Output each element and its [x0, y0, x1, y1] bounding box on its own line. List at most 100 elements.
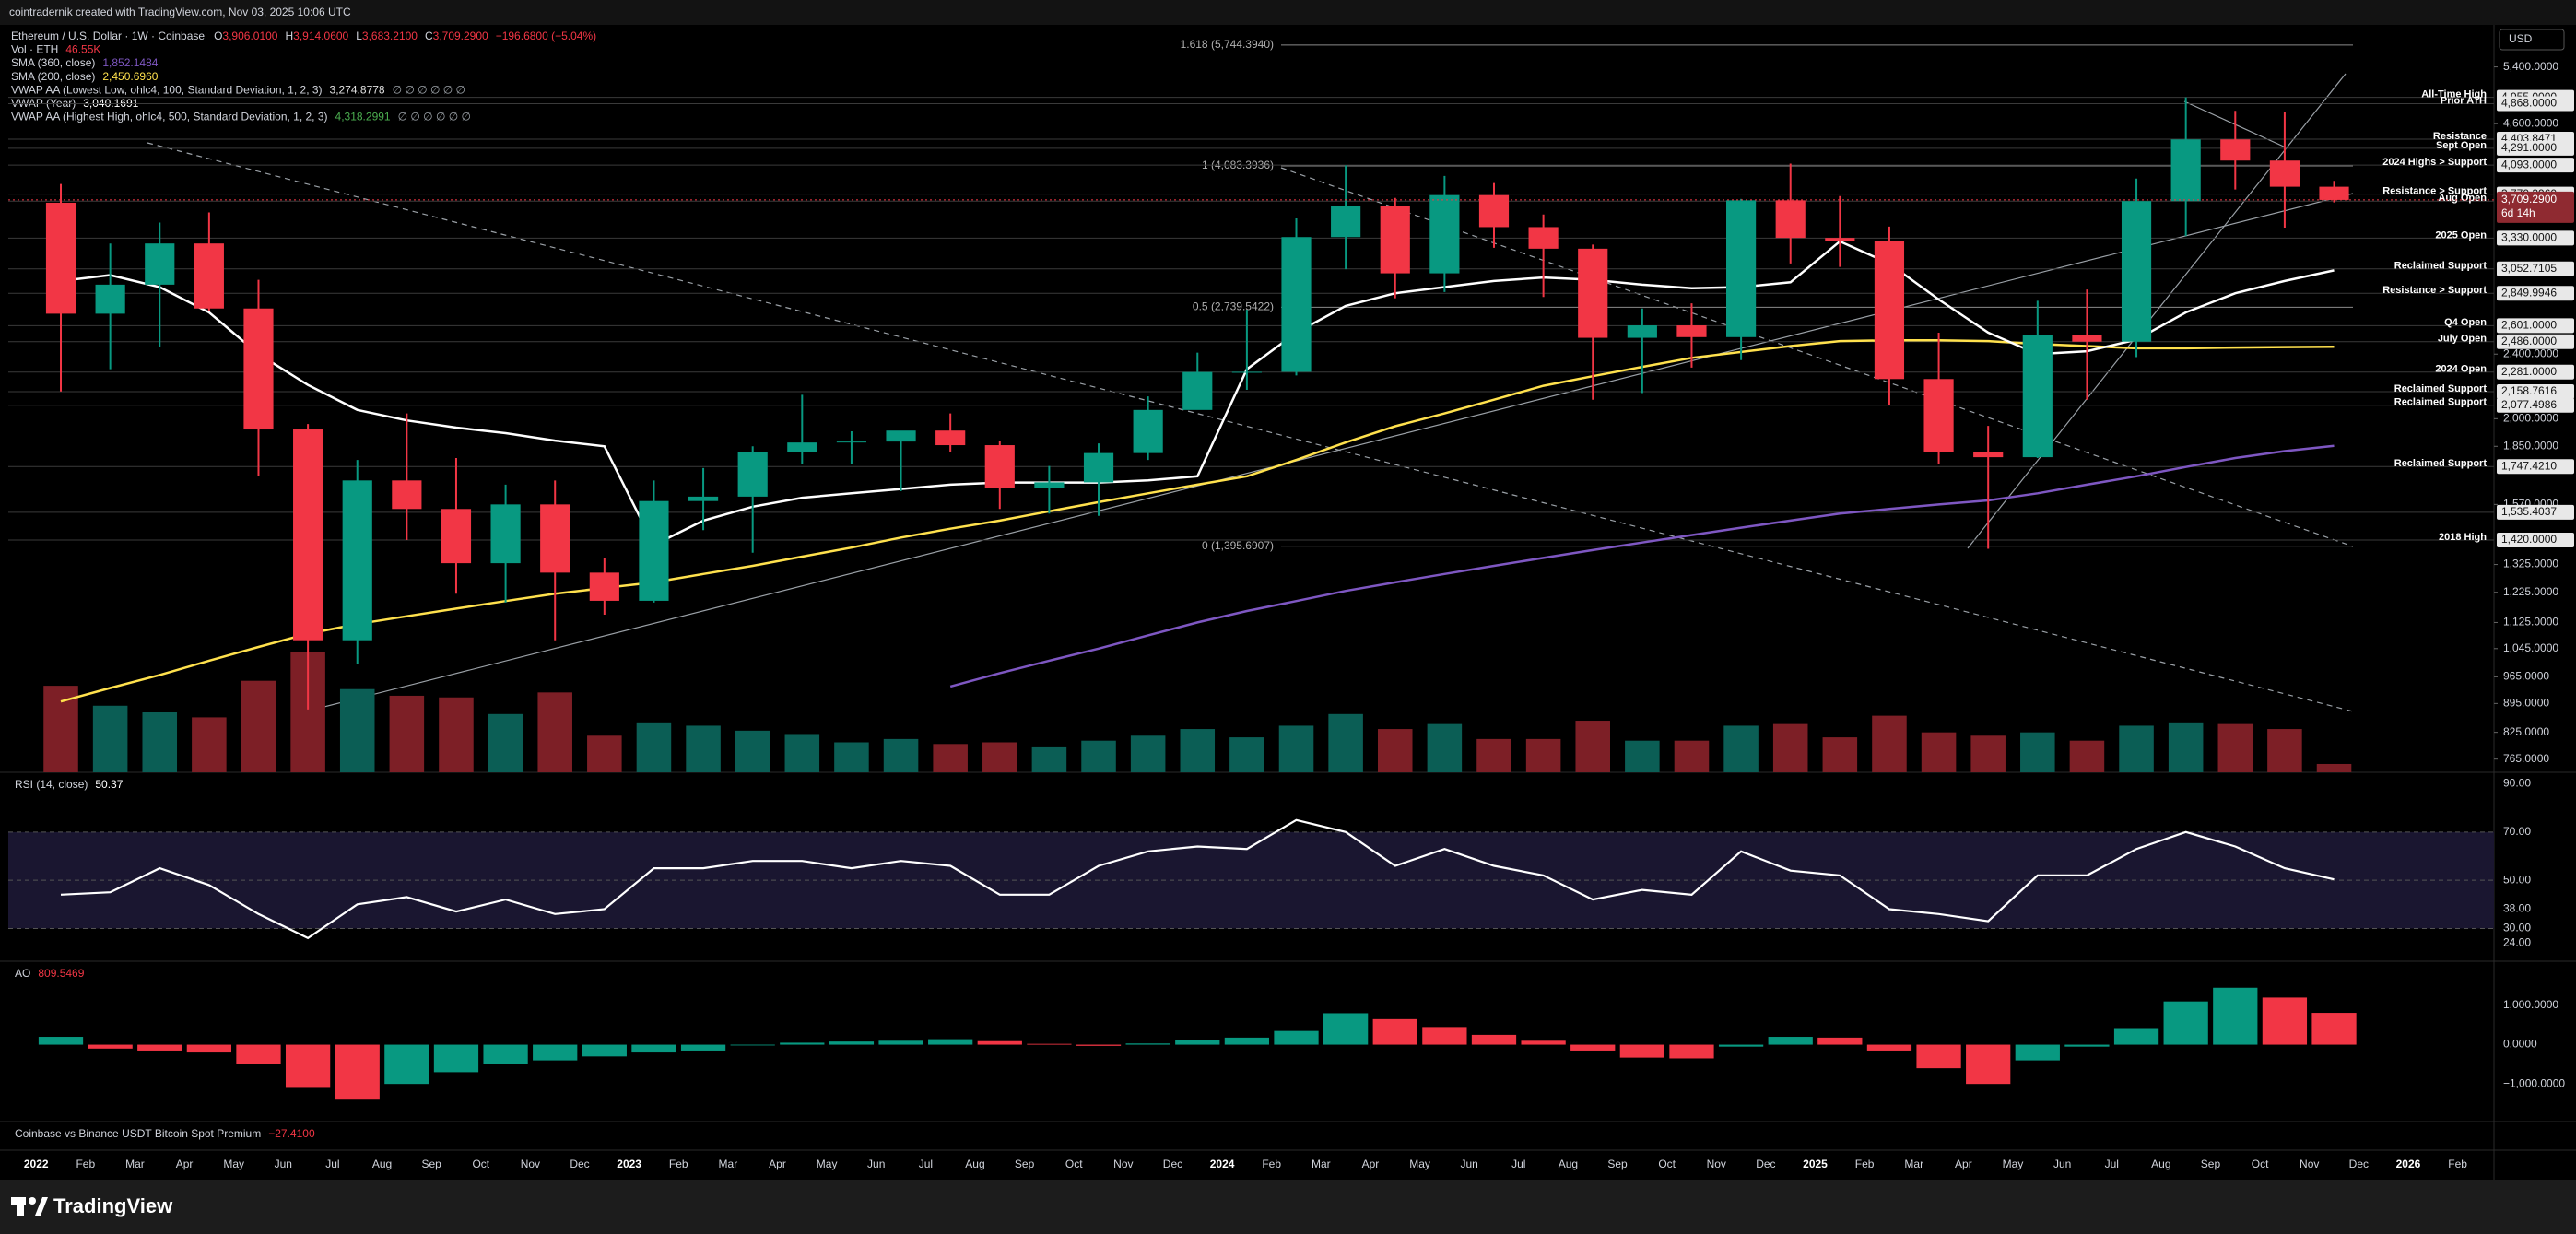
volume-bar: [1278, 725, 1314, 772]
ao-bar: [730, 1044, 775, 1046]
candle-body: [1874, 241, 1905, 380]
ao-bar: [928, 1039, 973, 1045]
x-tick-label: Jun: [2053, 1158, 2071, 1170]
indicator-value: 1,852.1484: [102, 56, 158, 69]
x-tick-label: Mar: [125, 1158, 145, 1170]
level-price-label: 2,158.7616: [2501, 384, 2557, 397]
volume-bar: [1575, 721, 1610, 772]
candle-body: [2022, 335, 2053, 458]
y-tick-label: 765.0000: [2503, 752, 2549, 765]
volume-bar: [686, 725, 721, 772]
x-tick-label: 2023: [617, 1158, 641, 1170]
x-tick-label: Nov: [2300, 1158, 2319, 1170]
rsi-title: RSI (14, close) 50.37: [15, 778, 124, 791]
volume-bar: [587, 735, 622, 772]
candle-body: [935, 430, 966, 446]
currency-button[interactable]: [2499, 29, 2565, 51]
volume-bar: [192, 717, 227, 772]
indicator-extra: ∅ ∅ ∅ ∅ ∅ ∅: [393, 84, 465, 97]
x-tick-label: Jul: [919, 1158, 933, 1170]
ao-name: AO: [15, 967, 30, 980]
candle-body: [737, 452, 768, 497]
volume-bar: [982, 742, 1017, 772]
level-label: Reclaimed Support: [2394, 458, 2488, 469]
rsi-band: [8, 831, 2494, 929]
level-label: Aug Open: [2438, 193, 2487, 204]
ao-bar: [2064, 1044, 2110, 1047]
ao-bar: [1817, 1037, 1863, 1045]
candle-body: [342, 480, 372, 641]
candle-body: [194, 243, 224, 309]
ao-bar: [1718, 1044, 1764, 1047]
ao-bar: [1027, 1043, 1072, 1045]
volume-bar: [2316, 763, 2352, 772]
candle-body: [441, 509, 472, 564]
indicator-value: 2,450.6960: [102, 70, 158, 83]
candle-body: [1627, 325, 1657, 338]
level-label: Reclaimed Support: [2394, 261, 2488, 272]
x-tick-label: Nov: [1707, 1158, 1726, 1170]
x-tick-label: Aug: [965, 1158, 984, 1170]
level-label: Resistance > Support: [2382, 186, 2487, 197]
x-tick-label: Apr: [176, 1158, 194, 1170]
indicator-label: SMA (360, close): [11, 56, 95, 69]
x-tick-label: Sep: [421, 1158, 441, 1170]
x-tick-label: Oct: [472, 1158, 489, 1170]
x-tick-label: Apr: [769, 1158, 786, 1170]
ao-bar: [631, 1044, 676, 1053]
volume-bar: [1229, 737, 1264, 772]
candle-body: [2269, 160, 2300, 187]
x-tick-label: Mar: [1312, 1158, 1331, 1170]
x-tick-label: Feb: [669, 1158, 688, 1170]
level-price-label: 2,601.0000: [2501, 319, 2557, 332]
rsi-tick-label: 24.00: [2503, 935, 2531, 948]
ao-value: 809.5469: [38, 967, 84, 980]
level-label: July Open: [2438, 334, 2487, 345]
candle-body: [1182, 371, 1213, 410]
volume-bar: [636, 722, 672, 772]
volume-bar: [2217, 723, 2253, 772]
level-price-box: [2497, 261, 2574, 276]
ao-bar: [533, 1044, 578, 1061]
legend-row: SMA (200, close) 2,450.6960: [11, 70, 159, 83]
level-label: Reclaimed Support: [2394, 397, 2488, 408]
candle-body: [1726, 200, 1757, 337]
change: −196.6800 (−5.04%): [496, 29, 596, 42]
x-tick-label: Dec: [1756, 1158, 1775, 1170]
ao-title: AO 809.5469: [15, 967, 85, 980]
level-price-label: 4,093.0000: [2501, 158, 2557, 170]
candle-body: [95, 284, 125, 314]
candle-body: [1478, 194, 1510, 228]
volume-bar: [1625, 740, 1660, 772]
candle-body: [836, 441, 867, 443]
candle-body: [1231, 371, 1262, 373]
candle-body: [2072, 335, 2102, 342]
y-tick-label: 1,045.0000: [2503, 641, 2558, 654]
x-tick-label: Feb: [76, 1158, 95, 1170]
level-price-label: 4,868.0000: [2501, 97, 2557, 110]
currency-label[interactable]: USD: [2509, 32, 2533, 45]
ao-bar: [1076, 1044, 1122, 1046]
ao-bar: [1570, 1044, 1616, 1051]
top-bar: [0, 0, 2576, 25]
current-price-label: 3,709.2900: [2501, 193, 2557, 206]
x-tick-label: Sep: [2201, 1158, 2221, 1170]
level-price-label: 1,747.4210: [2501, 459, 2557, 472]
candle-body: [688, 496, 719, 501]
volume-bar: [933, 744, 968, 772]
volume-bar: [1377, 729, 1413, 772]
indicator-label: Vol · ETH: [11, 43, 58, 56]
volume-bar: [2119, 725, 2154, 772]
logo-part: [17, 1205, 24, 1216]
x-tick-label: Nov: [521, 1158, 540, 1170]
level-price-box: [2497, 286, 2574, 301]
ao-bar: [878, 1040, 923, 1045]
x-tick-label: Mar: [1904, 1158, 1923, 1170]
x-tick-label: Oct: [2252, 1158, 2269, 1170]
ao-bar: [977, 1040, 1022, 1045]
level-label: Prior ATH: [2441, 95, 2487, 106]
y-tick-label: 965.0000: [2503, 670, 2549, 683]
volume-bar: [2069, 740, 2105, 772]
ao-bar: [137, 1044, 182, 1051]
volume-bar: [488, 713, 523, 772]
